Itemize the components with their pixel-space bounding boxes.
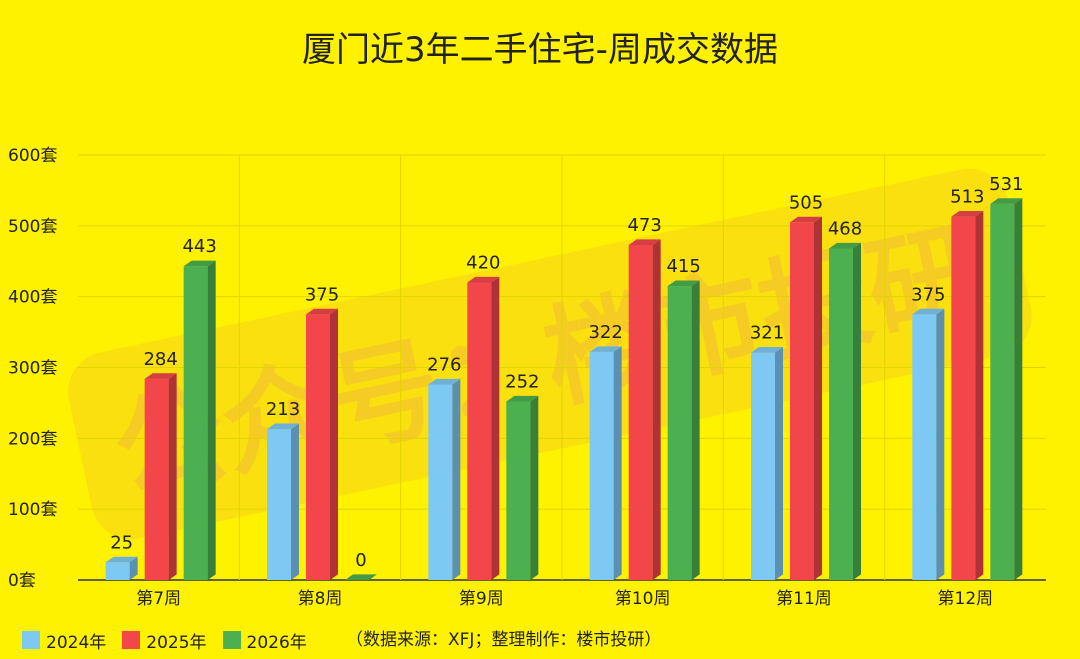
legend: 2024年 2025年 2026年 [22,627,323,653]
x-tick-label: 第11周 [776,589,832,609]
bar-side-face [1014,198,1023,580]
data-label: 505 [789,192,823,213]
x-tick-label: 第9周 [459,589,504,609]
bar-side-face [775,347,783,580]
chart-title: 厦门近3年二手住宅-周成交数据 [302,30,778,70]
bar-top-face [912,308,945,315]
legend-label: 2025年 [146,632,207,653]
data-label: 468 [828,219,862,240]
bar-side-face [452,378,461,580]
bar-2025年-第7周 [144,378,169,580]
bar-top-face [306,308,338,315]
bar-side-face [853,242,861,580]
data-label: 276 [427,355,461,376]
data-label: 252 [505,372,539,393]
data-label: 531 [989,174,1023,195]
bar-top-face [183,260,216,267]
x-tick-label: 第8周 [298,589,343,609]
bar-2026年-第11周 [829,248,853,580]
bar-top-face [267,423,299,430]
bar-side-face [291,423,299,580]
data-label: 25 [110,532,133,553]
data-label: 322 [588,322,622,343]
bar-side-face [330,308,338,580]
bar-2024年-第9周 [428,384,453,580]
legend-item: 2024年 [22,628,106,653]
bar-2026年-第9周 [506,401,531,580]
y-tick-label: 200套 [8,429,57,449]
data-label: 473 [627,215,661,236]
bar-top-face [751,347,783,353]
legend-label: 2024年 [46,632,107,653]
data-label: 213 [266,399,300,420]
legend-swatch [122,631,141,649]
bar-2024年-第8周 [267,429,291,580]
legend-item: 2026年 [222,628,307,653]
data-label: 420 [466,253,500,274]
data-label: 375 [911,284,945,305]
data-label: 0 [355,550,366,571]
data-label: 415 [666,256,700,277]
bar-2024年-第7周 [105,562,130,580]
y-tick-label: 100套 [8,500,57,520]
x-tick-label: 第12周 [938,589,994,609]
y-tick-label: 600套 [8,146,57,166]
data-label: 284 [143,349,177,370]
data-label: 321 [750,323,784,344]
bar-side-face [530,395,539,580]
source-footnote: （数据来源：XFJ；整理制作：楼市投研） [346,630,662,650]
bar-2024年-第10周 [589,351,614,580]
bar-side-face [207,260,216,580]
data-label: 513 [950,187,984,208]
bar-2025年-第8周 [306,314,330,580]
bar-top-face [790,216,822,223]
y-tick-label: 0套 [8,571,36,591]
bar-top-face [506,395,539,402]
legend-label: 2026年 [246,632,307,653]
bar-side-face [814,216,822,581]
bar-2026年-第10周 [667,286,692,580]
bar-2026年-第12周 [990,203,1015,580]
bar-top-face [105,556,138,563]
bar-side-face [491,276,500,580]
legend-swatch [22,631,40,649]
y-tick-label: 500套 [8,217,57,237]
y-tick-label: 300套 [8,359,57,379]
bar-top-face [345,574,377,580]
bar-side-face [652,239,661,580]
bar-side-face [691,280,700,580]
x-tick-label: 第10周 [615,589,671,609]
legend-swatch [222,631,241,649]
bar-top-face [829,242,861,249]
bar-top-face [990,198,1023,204]
bar-side-face [936,308,945,580]
bar-top-face [628,239,661,245]
data-label: 443 [182,236,216,257]
y-tick-label: 400套 [8,288,57,308]
legend-item: 2025年 [122,628,207,653]
bar-side-face [975,211,984,580]
bar-2025年-第10周 [628,244,653,581]
bar-top-face [667,280,700,287]
bar-side-face [613,346,622,580]
bar-2025年-第12周 [951,216,976,580]
bar-2024年-第12周 [912,314,937,580]
bar-2024年-第11周 [751,352,775,580]
bar-top-face [467,276,500,283]
x-tick-label: 第7周 [136,589,181,609]
bar-top-face [589,346,622,352]
data-label: 375 [305,284,339,305]
bar-2026年-第7周 [183,266,208,580]
bar-top-face [951,211,984,217]
bar-2025年-第11周 [790,222,814,580]
bar-side-face [129,556,138,580]
bar-top-face [428,378,461,385]
bar-top-face [144,373,177,379]
bar-side-face [168,373,177,580]
bar-2025年-第9周 [467,282,492,580]
